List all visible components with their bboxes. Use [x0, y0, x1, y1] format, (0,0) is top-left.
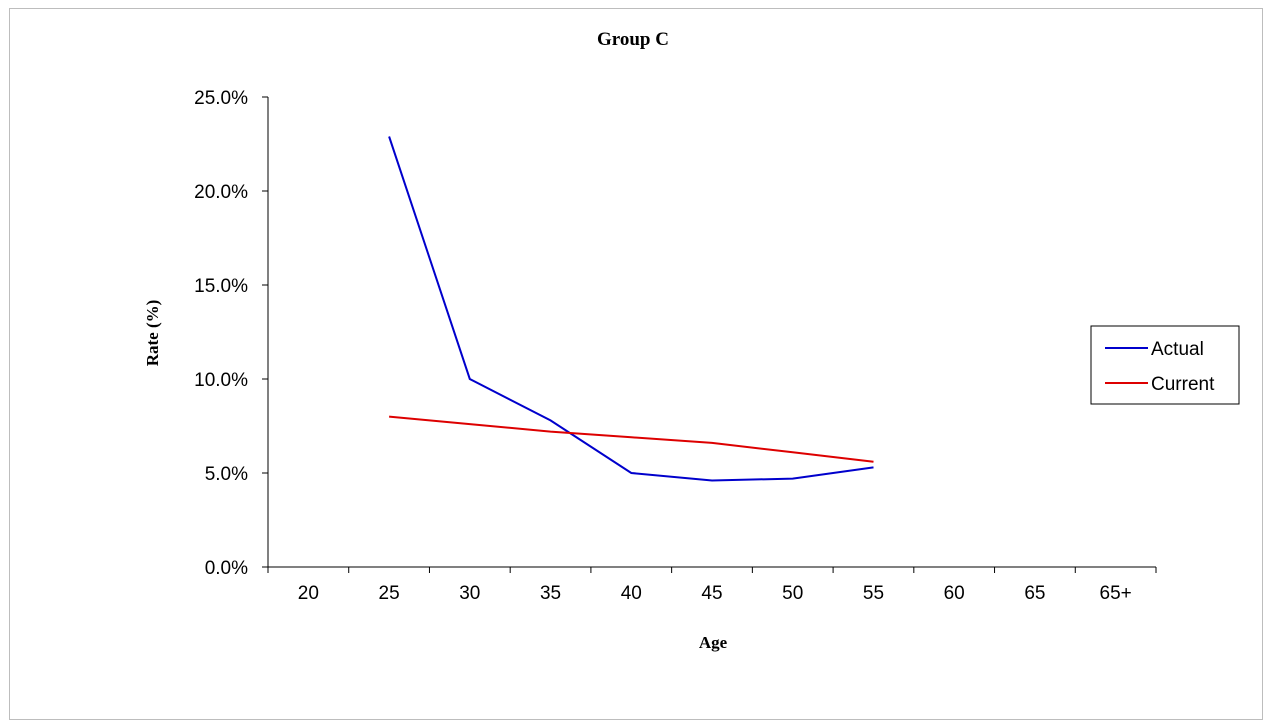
x-tick-label: 65: [1024, 583, 1045, 604]
series-line-actual: [388, 136, 874, 482]
legend: Actual Current: [1090, 325, 1240, 405]
y-tick-label: 0.0%: [205, 558, 248, 579]
x-tick-label: 30: [459, 583, 480, 604]
x-tick-label: 55: [863, 583, 884, 604]
axes: 0.0% 5.0% 10.0% 15.0% 20.0% 25.0% 20 25 30 35 40 45…: [194, 88, 1157, 604]
y-tick-label: 20.0%: [194, 182, 248, 203]
series-line-current: [389, 415, 874, 463]
y-tick-label: 10.0%: [194, 370, 248, 391]
y-tick-label: 25.0%: [194, 88, 248, 109]
x-tick-label: 35: [540, 583, 561, 604]
legend-label-actual: Actual: [1151, 339, 1204, 360]
x-tick-label: 65+: [1100, 583, 1132, 604]
legend-box: [1090, 325, 1240, 405]
x-tick-label: 60: [944, 583, 965, 604]
x-tick-label: 45: [701, 583, 722, 604]
y-tick-label: 15.0%: [194, 276, 248, 297]
series-layer: [388, 136, 874, 482]
x-tick-label: 40: [621, 583, 642, 604]
y-tick-label: 5.0%: [205, 464, 248, 485]
x-axis-title: Age: [699, 633, 728, 652]
legend-label-current: Current: [1151, 374, 1215, 395]
x-tick-label: 50: [782, 583, 803, 604]
x-tick-label: 20: [298, 583, 319, 604]
y-axis-title: Rate (%): [143, 300, 162, 367]
chart-frame: [9, 8, 1263, 720]
chart-title: Group C: [597, 29, 669, 50]
x-tick-label: 25: [379, 583, 400, 604]
